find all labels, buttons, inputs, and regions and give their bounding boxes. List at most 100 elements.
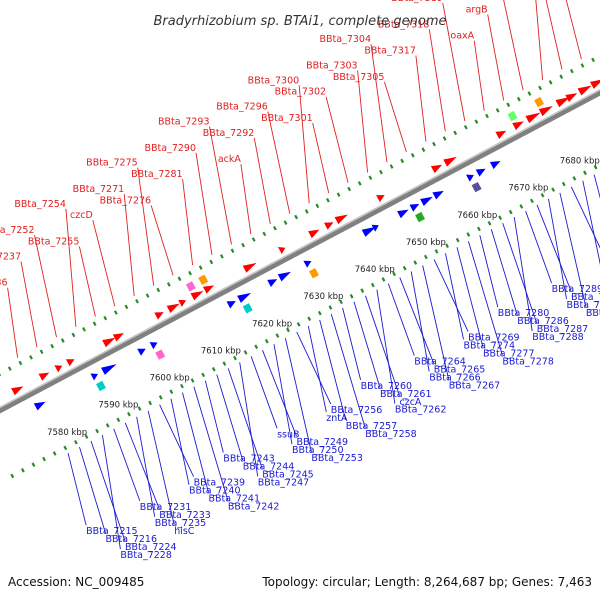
lower-tick bbox=[414, 261, 416, 265]
lower-tick bbox=[531, 199, 533, 203]
forward-gene-label: BBta_7296 bbox=[216, 102, 268, 113]
forward-gene bbox=[495, 131, 506, 139]
forward-leader bbox=[35, 235, 57, 337]
forward-gene-label: BBta_7305 bbox=[333, 72, 385, 83]
upper-tick bbox=[285, 221, 287, 225]
lower-tick bbox=[96, 429, 98, 433]
forward-gene-label: BBta_7300 bbox=[248, 75, 300, 86]
lower-tick bbox=[128, 412, 130, 416]
feature-block bbox=[186, 281, 196, 291]
reverse-gene bbox=[137, 349, 146, 356]
reverse-leader bbox=[491, 229, 517, 315]
upper-tick bbox=[115, 311, 117, 315]
lower-tick bbox=[170, 390, 172, 394]
upper-tick bbox=[465, 125, 467, 129]
reverse-gene bbox=[397, 210, 409, 219]
upper-tick bbox=[62, 339, 64, 343]
reverse-gene bbox=[237, 293, 251, 303]
forward-gene bbox=[191, 291, 204, 300]
forward-leader bbox=[416, 56, 426, 142]
upper-tick bbox=[200, 266, 202, 270]
forward-leader bbox=[268, 112, 290, 214]
upper-tick bbox=[550, 81, 552, 85]
forward-leader bbox=[66, 209, 76, 327]
reverse-leader bbox=[68, 453, 86, 525]
forward-gene bbox=[66, 359, 75, 366]
forward-gene-label: BBta_7275 bbox=[86, 158, 138, 169]
upper-tick bbox=[497, 109, 499, 113]
reverse-gene bbox=[303, 261, 311, 268]
forward-gene-label: BBta_7319 bbox=[391, 0, 443, 4]
lower-tick bbox=[234, 356, 236, 360]
scale-label: 7620 kbp bbox=[252, 319, 292, 329]
scale-label: 7600 kbp bbox=[150, 374, 190, 384]
lower-tick bbox=[436, 250, 438, 254]
forward-gene-label: BBta_7252 bbox=[0, 225, 35, 236]
forward-gene-label: BBta_7271 bbox=[73, 184, 125, 195]
lower-tick bbox=[457, 238, 459, 242]
forward-gene bbox=[113, 333, 124, 341]
upper-tick bbox=[41, 350, 43, 354]
lower-tick bbox=[266, 339, 268, 343]
reverse-gene-label: BBta_7278 bbox=[502, 356, 554, 367]
genome-backbone bbox=[0, 52, 600, 432]
reverse-gene-label: BBta_7267 bbox=[449, 381, 501, 392]
feature-block bbox=[96, 381, 106, 391]
forward-gene bbox=[590, 79, 600, 89]
forward-gene bbox=[443, 157, 457, 167]
reverse-leader bbox=[217, 375, 243, 461]
forward-leader bbox=[326, 97, 348, 183]
reverse-gene-label: BBta_7253 bbox=[311, 453, 363, 464]
upper-tick bbox=[582, 64, 584, 68]
label-leader-layer bbox=[8, 0, 600, 549]
reverse-leader bbox=[480, 235, 498, 307]
forward-leader bbox=[474, 41, 484, 111]
forward-gene-label: BBta_7276 bbox=[100, 195, 152, 206]
lower-tick bbox=[510, 210, 512, 214]
lower-tick bbox=[255, 345, 257, 349]
upper-tick bbox=[433, 142, 435, 146]
map-footer: Accession: NC_009485 Topology: circular;… bbox=[8, 575, 592, 593]
feature-block bbox=[508, 111, 518, 121]
reverse-leader bbox=[526, 211, 552, 283]
accession-text: Accession: NC_009485 bbox=[8, 575, 144, 589]
lower-tick bbox=[383, 278, 385, 282]
forward-gene bbox=[154, 312, 163, 320]
forward-gene bbox=[512, 121, 524, 130]
forward-gene-label: dapE bbox=[522, 0, 546, 1]
reverse-gene-label: BBta_7262 bbox=[395, 405, 447, 416]
map-title: Bradyrhizobium sp. BTAi1, complete genom… bbox=[0, 10, 600, 29]
feature-block bbox=[472, 182, 482, 192]
forward-leader bbox=[241, 164, 251, 234]
lower-tick bbox=[425, 255, 427, 259]
upper-tick bbox=[316, 204, 318, 208]
forward-leader bbox=[559, 0, 581, 59]
lower-tick bbox=[404, 266, 406, 270]
genome-summary-text: Topology: circular; Length: 8,264,687 bp… bbox=[262, 575, 592, 589]
lower-tick bbox=[245, 351, 247, 355]
scale-label: 7630 kbp bbox=[303, 292, 343, 302]
reverse-gene bbox=[476, 169, 486, 177]
forward-gene-label: BBta_7303 bbox=[306, 61, 358, 72]
upper-tick bbox=[157, 288, 159, 292]
upper-tick bbox=[560, 75, 562, 79]
upper-tick bbox=[72, 333, 74, 337]
reverse-gene bbox=[466, 175, 474, 182]
lower-tick bbox=[329, 306, 331, 310]
reverse-gene-label: BBta_7297 bbox=[586, 308, 600, 319]
feature-block bbox=[534, 97, 544, 107]
lower-tick bbox=[563, 182, 565, 186]
forward-gene-label: BBta_7304 bbox=[319, 34, 371, 45]
feature-block bbox=[155, 349, 165, 359]
forward-gene bbox=[203, 285, 214, 293]
forward-leader bbox=[79, 247, 95, 317]
forward-leader bbox=[384, 82, 406, 152]
forward-leader bbox=[210, 127, 232, 245]
reverse-leader bbox=[583, 181, 600, 267]
upper-tick bbox=[338, 193, 340, 197]
upper-tick bbox=[242, 243, 244, 247]
upper-tick bbox=[51, 344, 53, 348]
forward-gene bbox=[167, 304, 180, 313]
forward-gene bbox=[102, 338, 115, 348]
